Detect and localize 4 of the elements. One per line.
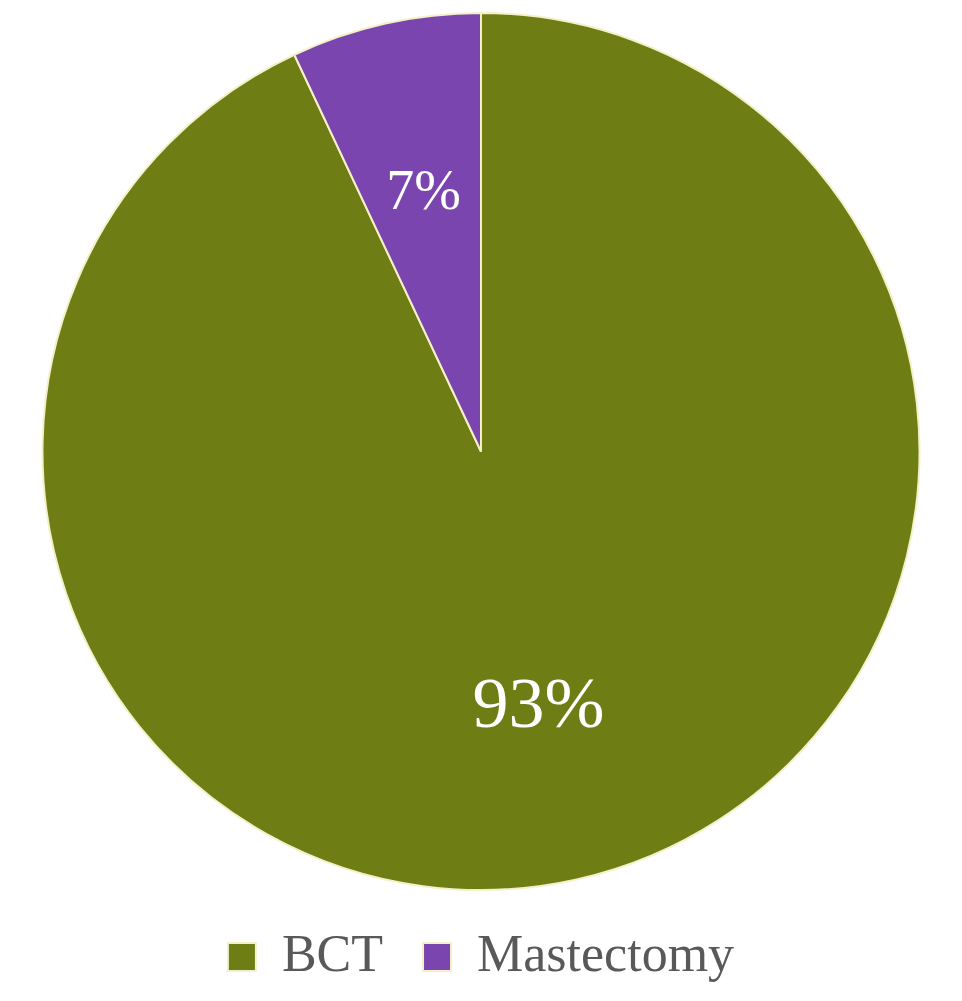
data-label: 7% xyxy=(386,159,461,222)
legend-label: Mastectomy xyxy=(477,924,735,982)
data-label: 93% xyxy=(472,663,605,744)
legend-label: BCT xyxy=(281,924,384,982)
